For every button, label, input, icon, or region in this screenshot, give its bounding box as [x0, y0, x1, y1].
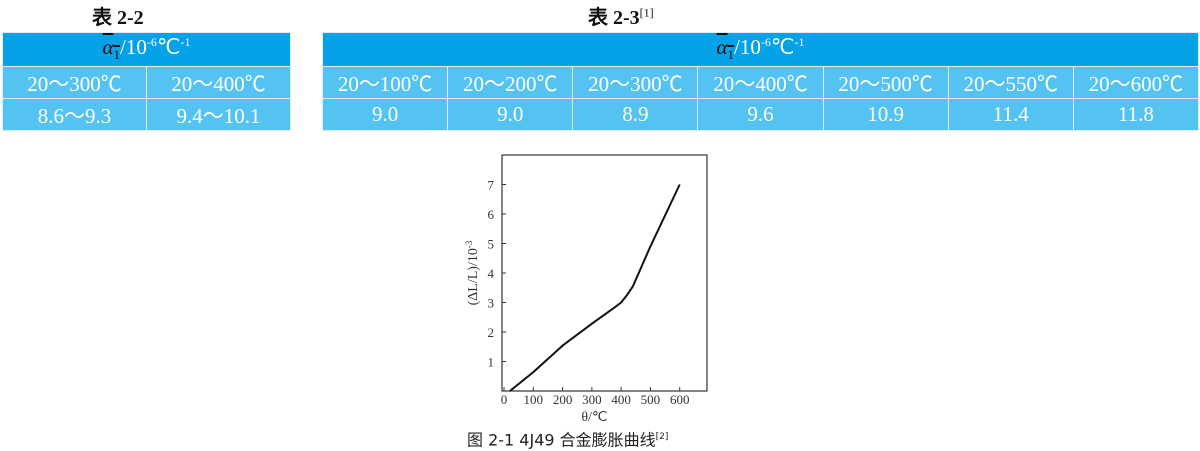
value-cell: 11.4 [947, 98, 1074, 131]
y-axis-label: (ΔL/L)/10-3 [464, 240, 481, 305]
x-tick-label: 200 [553, 392, 573, 407]
x-tick-label: 400 [611, 392, 631, 407]
x-tick-label: 600 [670, 392, 690, 407]
alpha-symbol: α1 [102, 35, 121, 63]
x-axis-label: θ/℃ [581, 410, 607, 425]
y-tick-label: 3 [488, 296, 495, 311]
y-tick-label: 7 [488, 178, 495, 193]
reference-mark: [1] [639, 5, 654, 20]
table-2-3: α1/10-6℃-1 20～100℃ 20～200℃ 20～300℃ 20～400℃ 20… [321, 32, 1200, 131]
value-cell: 8.9 [572, 98, 699, 131]
column-header: 20～600℃ [1072, 66, 1200, 99]
table-2-2-caption: 表 2-2 [92, 1, 144, 30]
table-2-2: α1/10-6℃-1 20～300℃ 20～400℃ 8.6～9.3 9.4～10.1 [2, 32, 291, 131]
x-tick-label: 500 [641, 392, 661, 407]
y-tick-label: 4 [488, 266, 495, 281]
column-header: 20～400℃ [697, 66, 824, 99]
reference-mark: [2] [655, 432, 669, 442]
value-cell: 9.0 [447, 98, 574, 131]
unit: /10-6℃-1 [120, 35, 191, 60]
figure-caption-text: 图 2-1 4J49 合金膨胀曲线 [467, 430, 656, 450]
header-cell: α1/10-6℃-1 [2, 32, 291, 67]
value-cell: 9.6 [697, 98, 824, 131]
column-header: 20～200℃ [447, 66, 574, 99]
figure-caption: 图 2-1 4J49 合金膨胀曲线[2] [467, 428, 668, 449]
unit: /10-6℃-1 [734, 35, 805, 60]
column-header: 20～300℃ [2, 66, 147, 99]
column-header: 20～550℃ [947, 66, 1074, 99]
y-tick-label: 1 [488, 355, 495, 370]
x-tick-label: 100 [524, 392, 544, 407]
column-header: 20～400℃ [146, 66, 291, 99]
y-tick-label: 5 [488, 237, 495, 252]
caption-text: 表 2-3 [588, 7, 640, 29]
value-cell: 9.4～10.1 [146, 98, 291, 131]
value-cell: 9.0 [321, 98, 449, 131]
column-header: 20～100℃ [321, 66, 449, 99]
table-2-3-caption: 表 2-3[1] [588, 1, 654, 30]
y-tick-label: 2 [488, 325, 495, 340]
y-tick-label: 6 [488, 207, 495, 222]
column-header: 20～500℃ [822, 66, 949, 99]
x-tick-label: 0 [501, 392, 508, 407]
y-axis-label-exponent: -3 [464, 240, 474, 248]
header-cell: α1/10-6℃-1 [322, 32, 1199, 67]
expansion-curve [509, 184, 681, 392]
alpha-symbol: α1 [716, 35, 735, 63]
expansion-chart: 0 100 200 300 400 500 600 1 2 3 4 5 6 7 θ/℃ (ΔL/L)/10-3 [464, 154, 708, 425]
x-tick-label: 300 [582, 392, 602, 407]
value-cell: 11.8 [1072, 98, 1200, 131]
value-cell: 8.6～9.3 [2, 98, 147, 131]
column-header: 20～300℃ [572, 66, 699, 99]
caption-text: 表 2-2 [92, 7, 144, 29]
value-cell: 10.9 [822, 98, 949, 131]
